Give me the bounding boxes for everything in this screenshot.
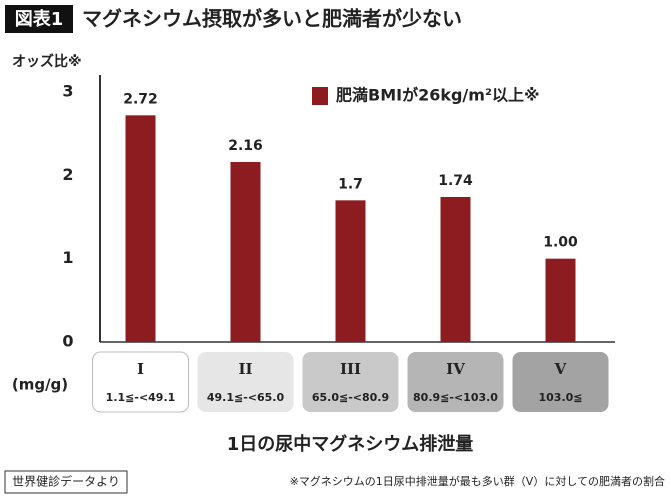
category-box xyxy=(407,352,504,412)
source-box xyxy=(4,470,128,494)
legend-swatch xyxy=(312,87,328,105)
category-box xyxy=(197,352,294,412)
bar xyxy=(230,162,261,342)
category-box xyxy=(302,352,399,412)
bar xyxy=(545,258,576,342)
value-label: 2.72 xyxy=(123,91,158,107)
bar xyxy=(440,197,471,342)
range-label: 1.1≦-<49.1 xyxy=(106,391,176,404)
x-tick-label: I xyxy=(137,360,144,378)
x-tick-label: III xyxy=(340,360,361,378)
value-label: 1.00 xyxy=(543,235,578,251)
source: 世界健診データより xyxy=(12,474,120,489)
category-box xyxy=(92,351,189,413)
category-box xyxy=(512,352,609,412)
range-label: 103.0≦ xyxy=(538,391,582,404)
x-tick-label: II xyxy=(238,360,252,378)
y-axis-label: オッズ比※ xyxy=(12,53,82,70)
value-label: 2.16 xyxy=(228,138,263,154)
x-tick-label: IV xyxy=(446,360,465,378)
y-tick-label: 3 xyxy=(62,82,73,101)
title: マグネシウム摂取が多いと肥満者が少ない xyxy=(82,7,462,31)
range-label: 80.9≦-<103.0 xyxy=(413,391,498,404)
x-tick-label: V xyxy=(554,360,567,378)
bar xyxy=(125,115,156,342)
badge-box xyxy=(5,5,73,33)
bar xyxy=(335,200,366,342)
value-label: 1.7 xyxy=(338,176,363,192)
y-tick-label: 0 xyxy=(62,332,73,351)
range-label: 65.0≦-<80.9 xyxy=(312,391,389,404)
x-axis-label: 1日の尿中マグネシウム排泄量 xyxy=(227,433,474,455)
y-tick-label: 1 xyxy=(62,248,73,267)
note: ※マグネシウムの1日尿中排泄量が最も多い群（V）に対しての肥満者の割合 xyxy=(290,474,665,488)
y-tick-label: 2 xyxy=(62,165,73,184)
range-label: 49.1≦-<65.0 xyxy=(207,391,285,404)
legend-label: 肥満BMIが26kg/m²以上※ xyxy=(336,86,540,105)
x-unit: (mg/g) xyxy=(12,376,68,394)
value-label: 1.74 xyxy=(438,173,473,189)
badge: 図表1 xyxy=(15,8,64,30)
